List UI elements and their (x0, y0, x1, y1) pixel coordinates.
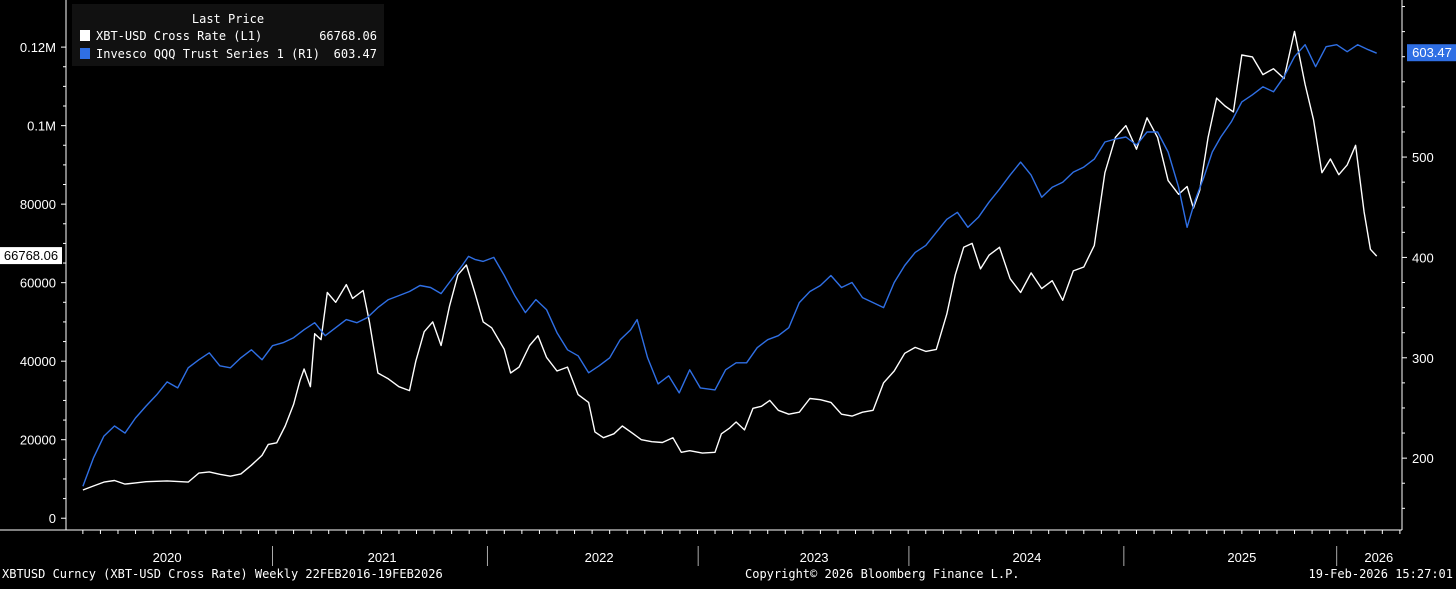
xbt-last-value-badge (0, 247, 62, 265)
legend-label-qqq: Invesco QQQ Trust Series 1 (R1) (96, 47, 320, 61)
left-tick-label: 0 (49, 511, 56, 526)
legend-value-xbt: 66768.06 (319, 29, 377, 43)
year-label: 2021 (368, 550, 397, 565)
legend-box (72, 4, 384, 66)
year-label: 2020 (153, 550, 182, 565)
footer-center: Copyright© 2026 Bloomberg Finance L.P. (745, 567, 1020, 581)
qqq-last-value-badge (1407, 44, 1456, 62)
price-chart: 0 20000 40000 60000 80000 0.1M 0.12M 200 300 400 5… (0, 0, 1456, 566)
year-label: 2024 (1012, 550, 1041, 565)
left-tick-label: 40000 (20, 354, 56, 369)
footer-right: 19-Feb-2026 15:27:01 (1308, 567, 1454, 581)
legend-swatch-qqq (80, 48, 90, 59)
year-label: 2022 (585, 550, 614, 565)
legend-swatch-xbt (80, 30, 90, 41)
right-tick-label: 200 (1412, 451, 1434, 466)
year-label: 2025 (1227, 550, 1256, 565)
left-tick-label: 80000 (20, 197, 56, 212)
right-tick-label: 300 (1412, 351, 1434, 366)
legend-label-xbt: XBT-USD Cross Rate (L1) (96, 29, 262, 43)
year-label: 2023 (800, 550, 829, 565)
last-value-badges: 66768.06 603.47 (0, 44, 1456, 265)
year-label: 2026 (1364, 550, 1393, 565)
left-tick-label: 0.12M (20, 40, 56, 55)
footer-left: XBTUSD Curncy (XBT-USD Cross Rate) Weekl… (2, 567, 443, 581)
chart-axes: 0 20000 40000 60000 80000 0.1M 0.12M 200 300 400 5… (0, 0, 1434, 566)
chart-legend: Last Price XBT-USD Cross Rate (L1) 66768… (72, 4, 384, 66)
right-tick-label: 400 (1412, 250, 1434, 265)
left-tick-label: 20000 (20, 433, 56, 448)
legend-value-qqq: 603.47 (334, 47, 377, 61)
xbt-last-value-label: 66768.06 (4, 248, 58, 263)
chart-series (82, 30, 1378, 491)
left-tick-label: 0.1M (27, 119, 56, 134)
qqq-last-value-label: 603.47 (1412, 45, 1452, 60)
legend-title: Last Price (192, 12, 264, 26)
left-tick-label: 60000 (20, 276, 56, 291)
right-tick-label: 500 (1412, 150, 1434, 165)
qqq-line (82, 44, 1377, 487)
